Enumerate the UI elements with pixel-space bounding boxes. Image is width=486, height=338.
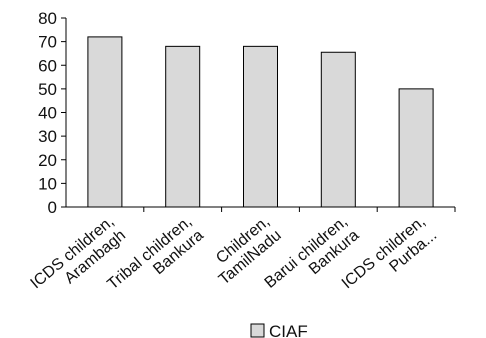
legend: CIAF xyxy=(250,322,308,338)
x-category-label: ICDS children,Purba... xyxy=(339,213,441,292)
bar xyxy=(243,45,278,208)
y-tick-label: 50 xyxy=(38,80,57,99)
x-category-label: Tribal children,Bankura xyxy=(104,213,207,293)
y-tick-label: 80 xyxy=(38,9,57,28)
y-tick-label: 40 xyxy=(38,104,57,123)
x-category-label: Barui children,Bankura xyxy=(262,213,363,292)
bar xyxy=(398,88,434,208)
y-tick-label: 60 xyxy=(38,56,57,75)
legend-swatch-ciaf xyxy=(250,323,265,338)
bar xyxy=(165,45,201,208)
legend-label-ciaf: CIAF xyxy=(269,322,308,338)
y-tick-label: 0 xyxy=(48,198,57,217)
bar xyxy=(320,51,356,208)
y-tick-label: 20 xyxy=(38,151,57,170)
y-tick-label: 70 xyxy=(38,33,57,52)
y-tick-label: 10 xyxy=(38,174,57,193)
y-axis: 0 10 20 30 40 50 60 70 80 xyxy=(38,9,67,217)
y-tick-label: 30 xyxy=(38,127,57,146)
bar xyxy=(87,36,123,208)
bars xyxy=(87,36,434,208)
